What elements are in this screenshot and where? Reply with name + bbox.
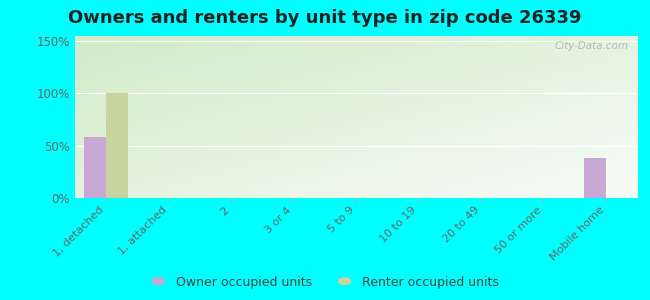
- Bar: [584, 158, 606, 198]
- Text: Owners and renters by unit type in zip code 26339: Owners and renters by unit type in zip c…: [68, 9, 582, 27]
- Text: City-Data.com: City-Data.com: [554, 41, 629, 51]
- Legend: Owner occupied units, Renter occupied units: Owner occupied units, Renter occupied un…: [146, 271, 504, 294]
- Bar: [106, 94, 128, 198]
- Bar: [84, 137, 106, 198]
